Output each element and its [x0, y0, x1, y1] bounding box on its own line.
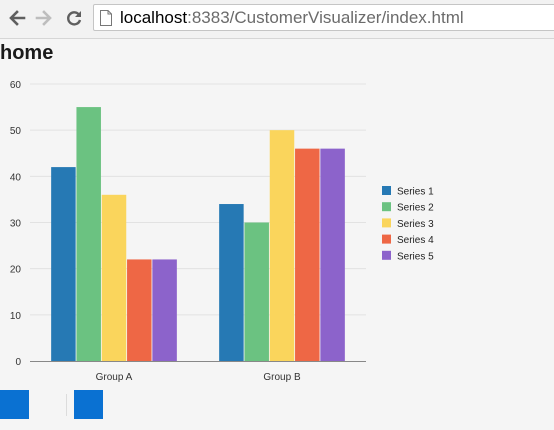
action-button-1[interactable] — [0, 390, 29, 419]
bar — [127, 259, 152, 361]
y-tick-label: 20 — [10, 265, 22, 276]
legend-label: Series 3 — [397, 219, 434, 230]
y-tick-label: 40 — [10, 172, 22, 183]
bar — [76, 107, 101, 361]
legend-label: Series 4 — [397, 235, 434, 246]
x-tick-label: Group A — [96, 372, 133, 383]
bar-chart: 0 10 20 30 40 50 60 Group A Group B Series 1 Serie… — [10, 80, 434, 383]
address-bar[interactable]: localhost:8383/CustomerVisualizer/index.… — [93, 4, 554, 31]
legend-swatch — [382, 218, 391, 228]
bar — [244, 222, 269, 361]
reload-icon — [67, 11, 82, 26]
url-path: :8383/CustomerVisualizer/index.html — [187, 8, 464, 27]
reload-button[interactable] — [63, 7, 85, 29]
url-text: localhost:8383/CustomerVisualizer/index.… — [120, 9, 464, 27]
bar — [219, 204, 244, 361]
y-tick-label: 50 — [10, 126, 22, 137]
x-tick-label: Group B — [263, 372, 301, 383]
bar — [51, 167, 76, 361]
browser-toolbar: localhost:8383/CustomerVisualizer/index.… — [0, 0, 554, 39]
y-tick-label: 0 — [15, 357, 21, 368]
bar — [152, 259, 177, 361]
legend-swatch — [382, 234, 391, 244]
page-icon — [100, 10, 112, 26]
y-tick-label: 30 — [10, 219, 22, 230]
legend-label: Series 5 — [397, 251, 434, 262]
forward-button[interactable] — [33, 7, 55, 29]
bar — [295, 148, 320, 361]
legend-swatch — [382, 202, 391, 212]
page-title: home — [0, 42, 54, 64]
bar — [269, 130, 295, 361]
arrow-right-icon — [35, 10, 52, 26]
back-button[interactable] — [6, 7, 28, 29]
action-button-2[interactable] — [74, 390, 103, 419]
legend-label: Series 2 — [397, 203, 434, 214]
arrow-left-icon — [9, 10, 26, 26]
bar — [101, 194, 127, 361]
y-tick-label: 10 — [10, 311, 22, 322]
divider — [66, 394, 67, 416]
legend-swatch — [382, 250, 391, 260]
legend-label: Series 1 — [397, 187, 434, 198]
y-tick-label: 60 — [10, 80, 22, 91]
bar — [320, 148, 345, 361]
legend-swatch — [382, 186, 391, 195]
url-host: localhost — [120, 8, 188, 27]
